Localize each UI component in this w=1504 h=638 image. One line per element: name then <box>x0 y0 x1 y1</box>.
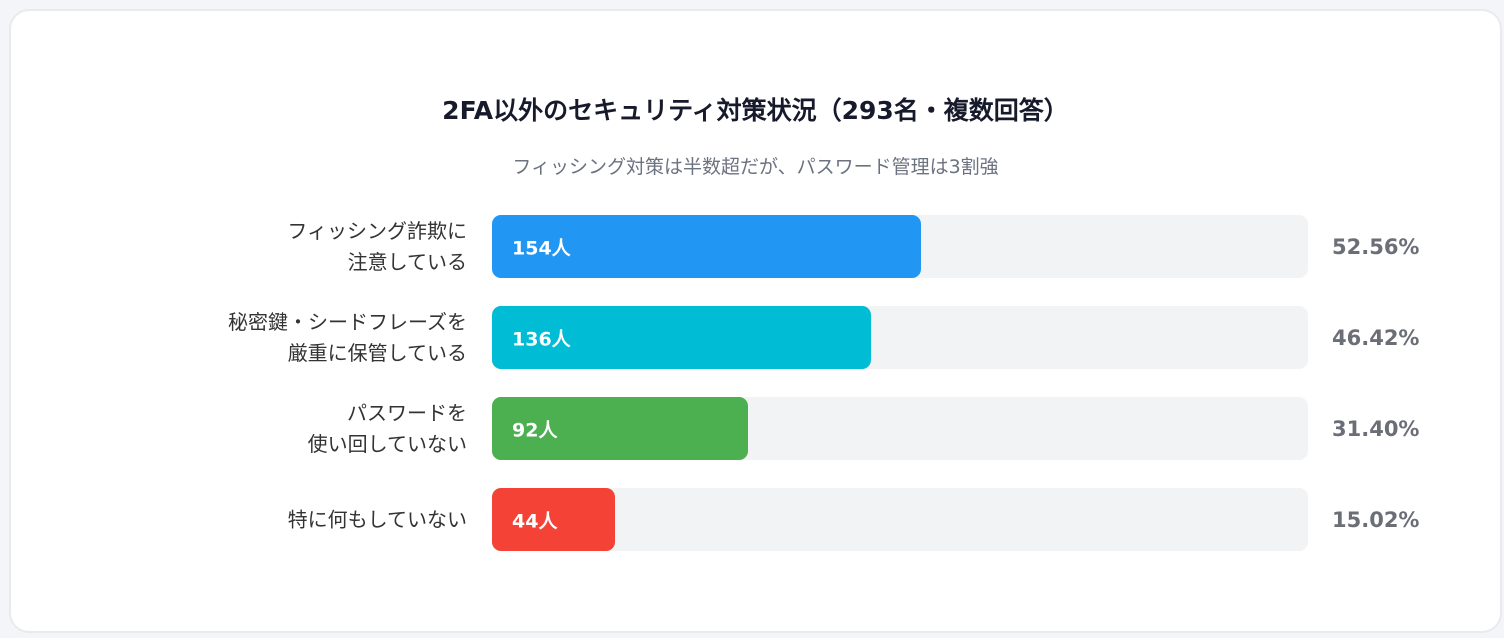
percent-label: 15.02% <box>1332 507 1420 532</box>
bar: 92人 <box>492 397 749 460</box>
bar-track: 92人 <box>492 397 1308 460</box>
bar: 44人 <box>492 488 615 551</box>
bar-row: パスワードを 使い回していない 92人 31.40% <box>0 397 1504 460</box>
category-label: 特に何もしていない <box>287 507 467 531</box>
bar-track: 136人 <box>492 306 1308 369</box>
count-label: 136人 <box>512 328 571 350</box>
bar-track: 154人 <box>492 215 1308 278</box>
percent-label: 52.56% <box>1332 234 1420 259</box>
category-label: パスワードを 使い回していない <box>307 400 467 456</box>
count-label: 92人 <box>512 419 558 441</box>
percent-label: 46.42% <box>1332 325 1420 350</box>
count-label: 44人 <box>512 510 558 532</box>
category-label: 秘密鍵・シードフレーズを 厳重に保管している <box>228 309 467 365</box>
bar: 154人 <box>492 215 921 278</box>
bar-row: 秘密鍵・シードフレーズを 厳重に保管している 136人 46.42% <box>0 306 1504 369</box>
bar: 136人 <box>492 306 871 369</box>
percent-label: 31.40% <box>1332 416 1420 441</box>
chart-title: 2FA以外のセキュリティ対策状況（293名・複数回答） <box>442 96 1069 125</box>
bar-row: フィッシング詐欺に 注意している 154人 52.56% <box>0 215 1504 278</box>
bar-row: 特に何もしていない 44人 15.02% <box>0 488 1504 551</box>
category-label: フィッシング詐欺に 注意している <box>287 218 467 274</box>
count-label: 154人 <box>512 237 571 259</box>
bar-track: 44人 <box>492 488 1308 551</box>
chart-subtitle: フィッシング対策は半数超だが、パスワード管理は3割強 <box>512 156 999 178</box>
